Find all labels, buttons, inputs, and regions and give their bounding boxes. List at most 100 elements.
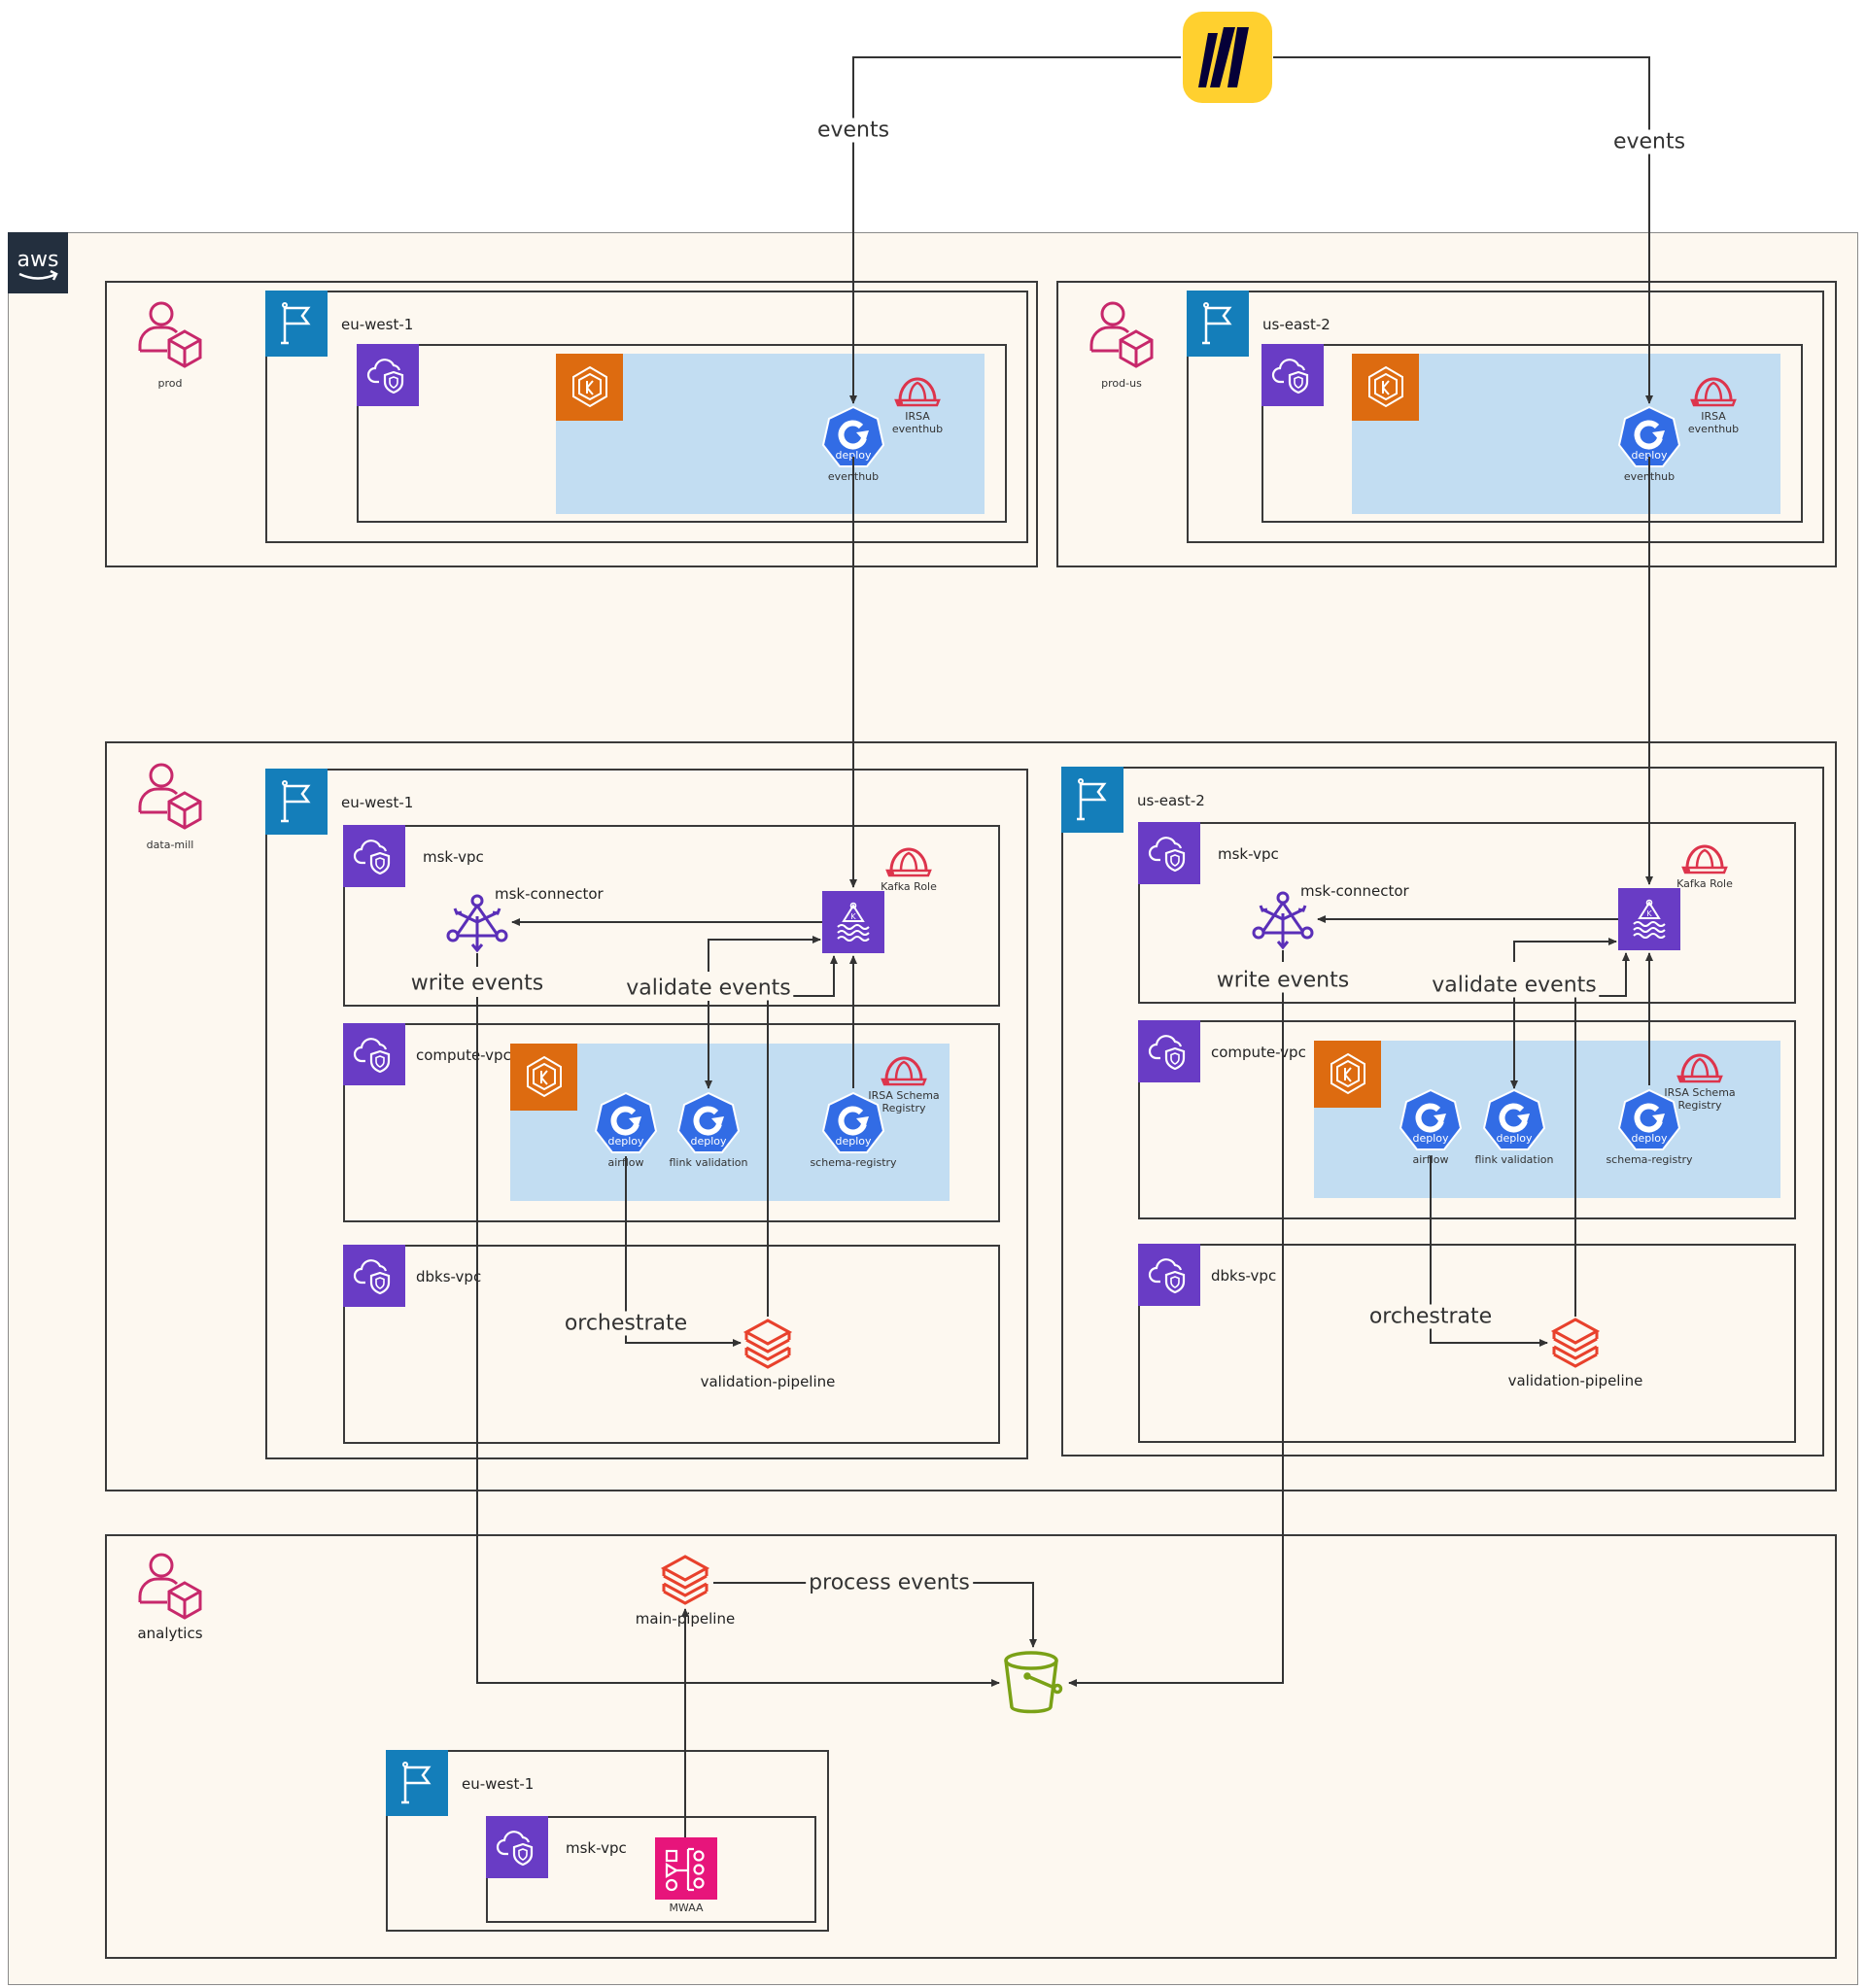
aws-logo: aws (8, 232, 68, 293)
deployment-name: flink validation (1474, 1153, 1554, 1166)
vpc-icon (357, 344, 419, 406)
deploy-icon: deploy (1617, 1088, 1681, 1152)
deploy-badge-text: deploy (835, 449, 872, 462)
region-box-data-mill-us (1061, 767, 1824, 1457)
vpc-label: msk-vpc (423, 848, 484, 866)
prod-us-account-label: prod-us (1101, 377, 1142, 390)
deploy-icon: deploy (594, 1091, 658, 1155)
region-box-prod-us-us-east-2 (1187, 291, 1824, 543)
prod-account-label: prod (157, 377, 183, 390)
vpc-icon (1138, 822, 1200, 884)
deploy-icon: deploy (821, 1091, 885, 1155)
deploy-badge-text: deploy (1631, 449, 1668, 462)
eks-cluster-area (1314, 1041, 1780, 1198)
vpc-icon (1261, 344, 1324, 406)
deploy-icon: deploy (1399, 1088, 1463, 1152)
pipeline-us-to-msk (1574, 952, 1630, 1317)
miro-logo (1181, 10, 1274, 105)
msk-cluster-icon: K (822, 891, 884, 953)
role-label-line2: Registry (1677, 1099, 1722, 1112)
orchestrate-label: orchestrate (1365, 1304, 1496, 1329)
write-events-eu-to-bucket (476, 997, 1000, 1687)
role-icon (883, 843, 934, 878)
role-icon (1688, 373, 1739, 408)
orchestrate-eu (625, 1156, 742, 1347)
region-flag-icon (265, 769, 328, 835)
region-box-prod-eu-west-1 (265, 291, 1028, 543)
validation-pipeline-icon (1548, 1316, 1603, 1370)
msk-connector-label: msk-connector (495, 885, 604, 903)
mwaa-label: MWAA (669, 1902, 704, 1914)
validation-pipeline-label: validation-pipeline (700, 1373, 836, 1390)
deploy-icon: deploy (1617, 405, 1681, 469)
deploy-icon: deploy (1482, 1088, 1546, 1152)
write-events-label: write events (407, 971, 547, 996)
vpc-icon (486, 1816, 548, 1878)
events-flow-left (849, 56, 1181, 404)
region-label: us-east-2 (1137, 792, 1205, 809)
account-box-analytics (105, 1534, 1837, 1959)
events-label-right: events (1609, 129, 1689, 154)
role-label-line2: eventhub (1687, 423, 1740, 435)
eks-icon (1352, 354, 1419, 421)
vpc-icon (343, 1245, 405, 1307)
deploy-icon: deploy (821, 405, 885, 469)
write-events-us-to-bucket (1068, 989, 1284, 1687)
analytics-account-label: analytics (137, 1625, 203, 1642)
write-events-label: write events (1213, 968, 1353, 993)
role-label-line1: Kafka Role (1676, 877, 1733, 890)
region-label: us-east-2 (1262, 316, 1330, 333)
role-icon (1675, 1049, 1725, 1084)
vpc-label: dbks-vpc (1211, 1267, 1277, 1285)
s3-bucket-icon (1001, 1649, 1065, 1717)
vpc-box-prod-us-vpc (1261, 344, 1803, 523)
role-icon (1679, 840, 1730, 875)
data-mill-account-label: data-mill (146, 839, 194, 851)
vpc-box-compute-vpc (1138, 1020, 1796, 1219)
account-box-data-mill (105, 741, 1837, 1491)
svg-text:K: K (1646, 909, 1652, 918)
account-icon (136, 1552, 204, 1622)
region-label: eu-west-1 (341, 794, 414, 811)
region-label: eu-west-1 (462, 1775, 535, 1793)
deployment-name: schema-registry (1606, 1153, 1693, 1166)
eks-icon (1314, 1041, 1381, 1108)
account-icon (1088, 300, 1156, 370)
region-box-data-mill-eu (265, 769, 1028, 1459)
region-label: eu-west-1 (341, 316, 414, 333)
deploy-badge-text: deploy (690, 1135, 727, 1148)
eks-icon (556, 354, 623, 421)
vpc-box-msk-vpc (343, 825, 1000, 1007)
vpc-icon (1138, 1020, 1200, 1082)
deploy-badge-text: deploy (835, 1135, 872, 1148)
role-label-line2: Registry (881, 1102, 926, 1114)
vpc-box-dbks-vpc (343, 1245, 1000, 1444)
role-icon (879, 1052, 929, 1087)
pipeline-eu-to-msk (767, 955, 838, 1317)
validate-events-label: validate events (1429, 973, 1600, 998)
validate-eu-to-msk (708, 936, 821, 972)
role-label-line1: IRSA Schema (1664, 1086, 1736, 1099)
deploy-badge-text: deploy (1496, 1132, 1533, 1145)
mwaa-icon (655, 1837, 717, 1900)
region-flag-icon (1187, 291, 1249, 357)
vpc-label: msk-vpc (566, 1839, 627, 1857)
msk-connector-label: msk-connector (1300, 882, 1409, 900)
role-label-line1: IRSA Schema (868, 1089, 940, 1102)
vpc-icon (343, 825, 405, 887)
validation-pipeline-icon (741, 1317, 795, 1371)
main-pipeline-icon (658, 1553, 712, 1607)
region-flag-icon (265, 291, 328, 357)
deployment-name: flink validation (669, 1156, 748, 1169)
process-events-b (972, 1582, 1037, 1648)
deploy-icon: deploy (676, 1091, 741, 1155)
vpc-box-prod-vpc (357, 344, 1007, 523)
deploy-badge-text: deploy (607, 1135, 644, 1148)
role-label-line2: eventhub (891, 423, 944, 435)
role-label-line1: IRSA (905, 410, 930, 423)
region-flag-icon (386, 1750, 448, 1816)
msk-connector-icon (445, 893, 509, 953)
orchestrate-label: orchestrate (561, 1311, 691, 1336)
vpc-label: dbks-vpc (416, 1268, 482, 1285)
